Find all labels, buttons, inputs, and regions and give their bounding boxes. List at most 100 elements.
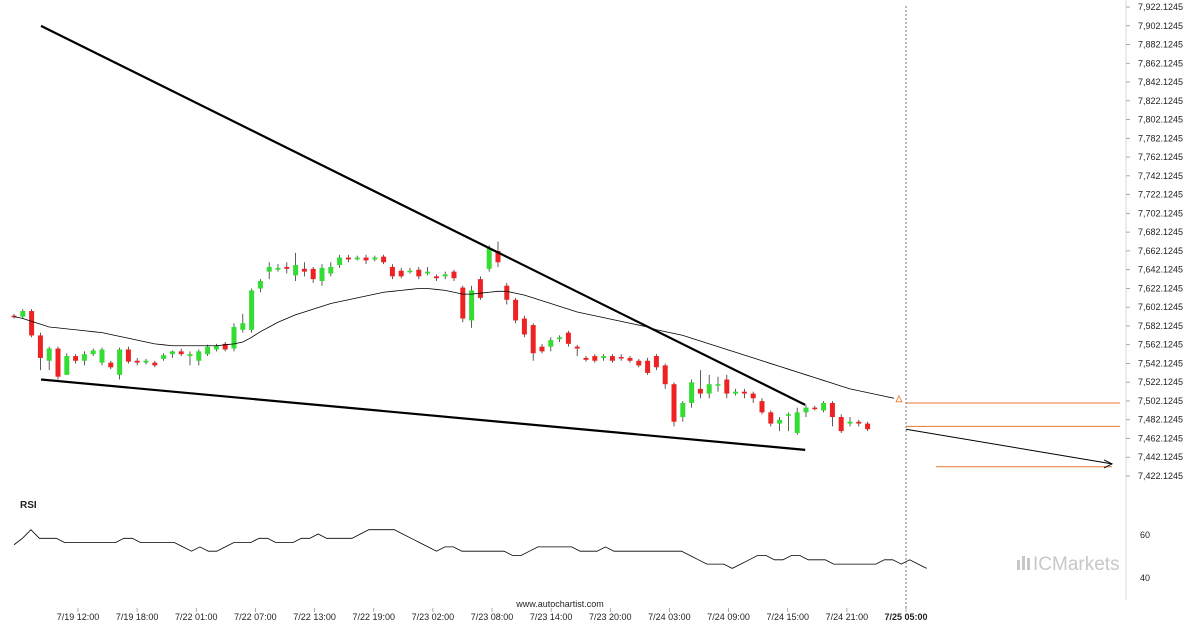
rsi-panel: RSI 60 40	[13, 500, 1150, 583]
candle	[565, 330, 571, 347]
price-tick-label: 7,702.1245	[1138, 208, 1183, 218]
price-tick-label: 7,802.1245	[1138, 115, 1183, 125]
candle-body	[442, 274, 448, 277]
candle	[469, 285, 475, 328]
candle	[99, 347, 105, 366]
candle	[477, 276, 483, 300]
forecast-arrow-head	[1103, 459, 1114, 469]
candle	[706, 374, 712, 399]
forecast-arrow	[905, 428, 1113, 465]
brand-name: ICMarkets	[1033, 554, 1120, 575]
time-axis: 7/19 12:00 7/19 18:00 7/22 01:00 7/22 07:00…	[57, 608, 928, 622]
price-tick-label: 7,482.1245	[1138, 415, 1183, 425]
candle-body	[20, 311, 26, 317]
candle-body	[90, 350, 96, 355]
candle	[345, 254, 351, 263]
candle	[161, 353, 167, 361]
candle-body	[865, 423, 871, 430]
candle	[618, 354, 624, 361]
candle-body	[697, 388, 703, 394]
candle	[64, 353, 70, 375]
candle	[310, 266, 316, 283]
candle-body	[627, 357, 633, 361]
price-tick-label: 7,682.1245	[1138, 227, 1183, 237]
candle-body	[29, 311, 35, 336]
candle	[741, 388, 747, 399]
candle-body	[11, 315, 17, 318]
candle-body	[583, 357, 589, 360]
time-tick-label: 7/19 12:00	[57, 612, 100, 622]
candle	[601, 354, 607, 361]
candle	[521, 315, 527, 338]
candle-body	[521, 318, 527, 335]
candle-body	[557, 337, 563, 340]
candle	[460, 285, 466, 323]
candle	[724, 374, 730, 399]
candle-body	[724, 379, 730, 394]
candle-body	[46, 348, 52, 361]
candle-body	[425, 271, 431, 274]
candle	[671, 382, 677, 427]
price-tick-label: 7,862.1245	[1138, 58, 1183, 68]
price-tick-label: 7,522.1245	[1138, 377, 1183, 387]
candle-body	[829, 402, 835, 418]
candle-body	[178, 351, 184, 355]
price-tick-label: 7,502.1245	[1138, 396, 1183, 406]
candle-body	[125, 349, 131, 362]
candle-body	[618, 356, 624, 359]
candle-body	[451, 271, 457, 279]
time-tick-label: 7/24 15:00	[766, 612, 809, 622]
candle	[178, 348, 184, 357]
candle-body	[205, 346, 211, 355]
candle	[442, 271, 448, 280]
candle	[398, 267, 404, 279]
time-tick-label: 7/24 03:00	[648, 612, 691, 622]
candle-body	[407, 270, 413, 273]
candle-body	[213, 345, 219, 350]
candle-body	[601, 356, 607, 358]
candle-body	[284, 266, 290, 269]
candle	[847, 417, 853, 427]
candle-body	[416, 269, 422, 277]
candle	[645, 357, 651, 375]
candle-body	[838, 417, 844, 432]
candle	[108, 360, 114, 370]
price-tick-label: 7,442.1245	[1138, 452, 1183, 462]
candle	[768, 410, 774, 427]
candle	[372, 255, 378, 262]
candle-body	[565, 332, 571, 344]
price-tick-label: 7,602.1245	[1138, 302, 1183, 312]
price-tick-label: 7,882.1245	[1138, 40, 1183, 50]
candle-body	[354, 257, 360, 260]
candle-body	[275, 267, 281, 270]
candle-body	[750, 393, 756, 399]
candle-body	[117, 349, 123, 375]
candle	[856, 419, 862, 427]
candle	[29, 309, 35, 338]
candle	[363, 254, 369, 265]
candle	[486, 245, 492, 272]
candle-body	[381, 256, 387, 263]
upper-trend-line	[40, 24, 806, 406]
candle	[574, 344, 580, 357]
price-tick-label: 7,462.1245	[1138, 433, 1183, 443]
candle	[513, 297, 519, 324]
candle	[433, 274, 439, 282]
candle-body	[134, 360, 140, 363]
price-tick-label: 7,742.1245	[1138, 171, 1183, 181]
price-tick-label: 7,782.1245	[1138, 133, 1183, 143]
candle-body	[328, 266, 334, 274]
price-tick-label: 7,842.1245	[1138, 77, 1183, 87]
price-tick-label: 7,542.1245	[1138, 358, 1183, 368]
candle-body	[662, 365, 668, 385]
candle	[205, 344, 211, 357]
candlestick-series	[11, 241, 871, 435]
time-tick-label: 7/23 02:00	[412, 612, 455, 622]
candle	[37, 332, 43, 371]
time-tick-label: 7/24 09:00	[707, 612, 750, 622]
candle	[389, 264, 395, 280]
candle	[425, 266, 431, 276]
candle-body	[733, 391, 739, 394]
candle-body	[469, 290, 475, 321]
candle	[785, 412, 791, 432]
